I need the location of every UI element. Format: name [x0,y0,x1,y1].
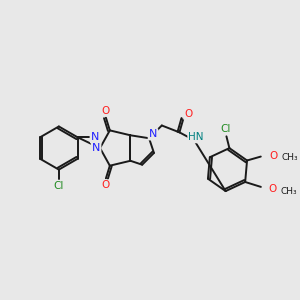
Text: CH₃: CH₃ [280,187,297,196]
Text: N: N [149,129,157,139]
Text: HN: HN [188,132,204,142]
Text: CH₃: CH₃ [281,153,298,162]
Text: O: O [102,180,110,190]
Text: O: O [184,109,192,119]
Text: Cl: Cl [220,124,231,134]
Text: O: O [269,151,278,160]
Text: O: O [102,106,110,116]
Text: N: N [92,143,100,153]
Text: N: N [91,132,99,142]
Text: Cl: Cl [54,181,64,191]
Text: O: O [268,184,277,194]
